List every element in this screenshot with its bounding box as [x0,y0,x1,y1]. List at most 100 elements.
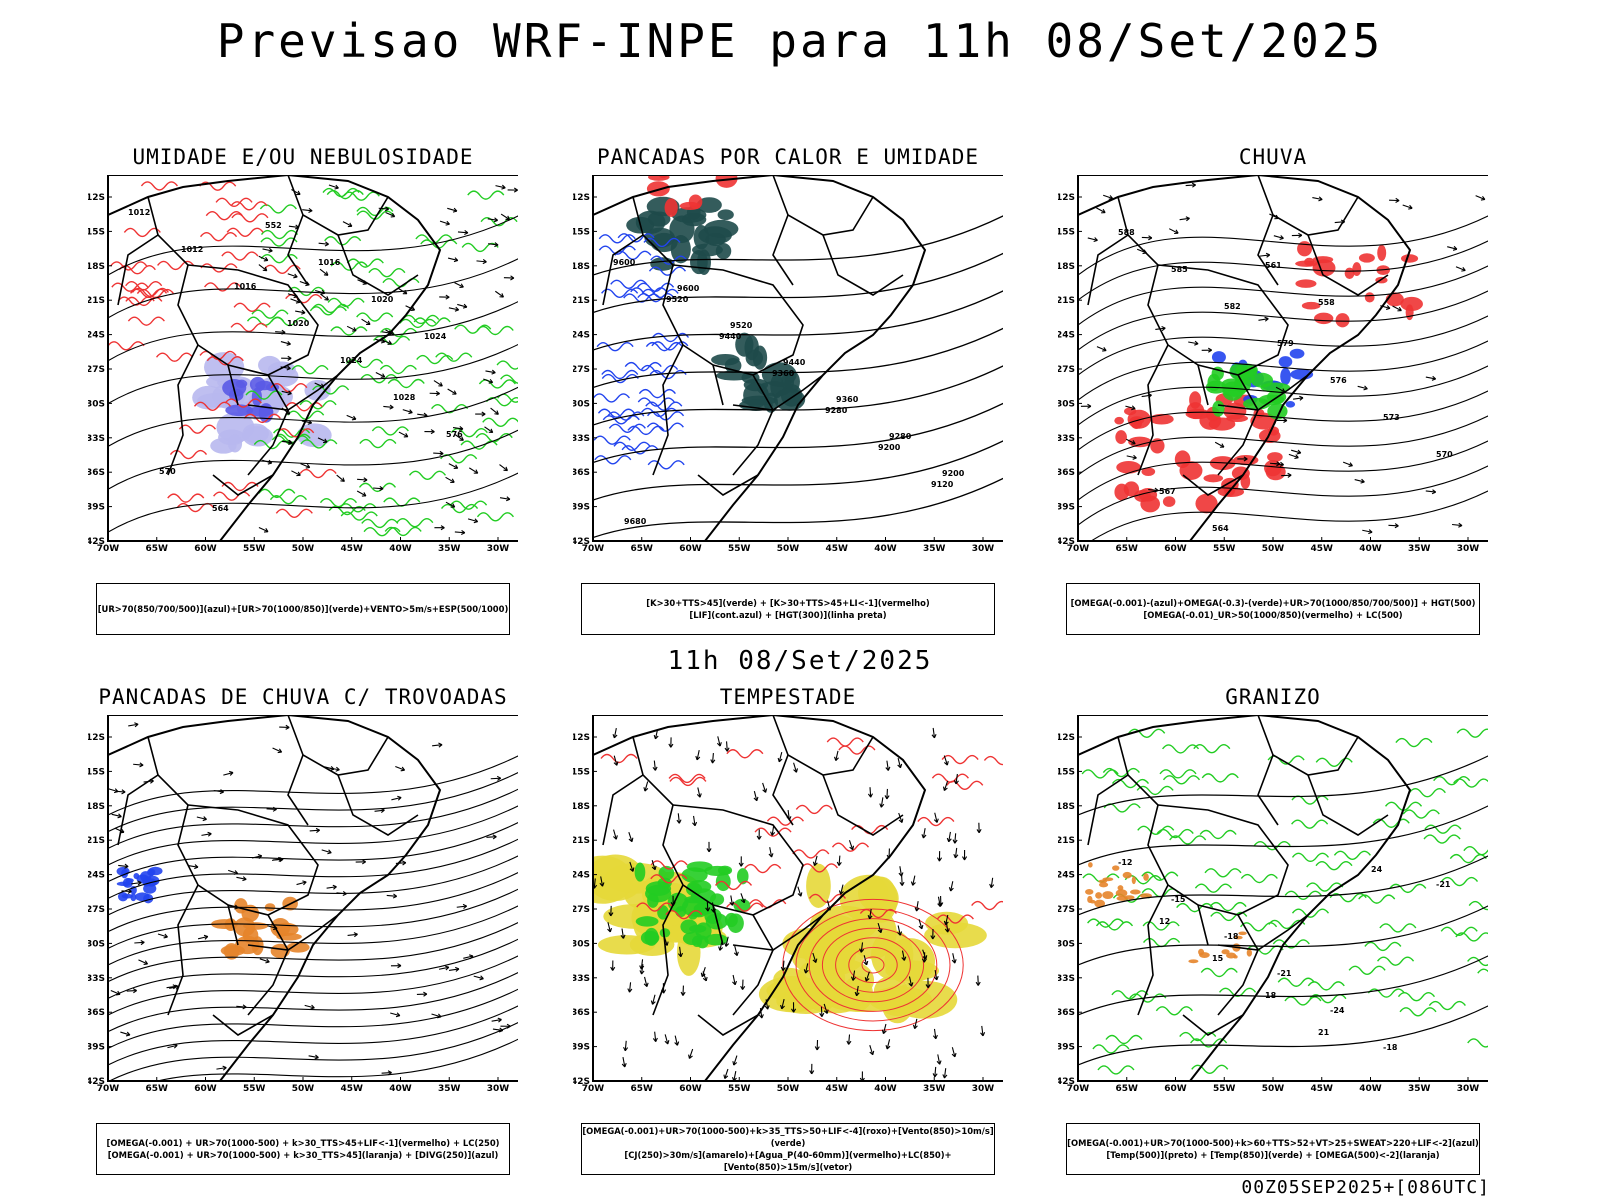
contour-line [610,279,648,289]
contour-line [1078,215,1488,276]
wind-vector-head [710,759,716,764]
wind-vector-head [898,872,904,877]
wind-vector-head [936,857,943,862]
wind-vector-head [846,1040,852,1045]
wind-vector-head [1101,208,1106,214]
wind-vector-head [953,780,959,785]
shaded-area [681,867,708,883]
wind-vector-head [908,982,914,987]
contour-line [500,374,518,384]
map-frame [107,715,518,1082]
shaded-area [664,198,678,218]
lat-tick-label: 21S [1058,836,1075,846]
lon-tick-label: 50W [777,1084,800,1094]
lon-tick-label: 30W [487,1084,510,1094]
wind-vector-head [677,952,684,958]
contour-line [1179,1031,1217,1042]
lat-tick-label: 18S [573,262,590,272]
border-line [772,214,794,286]
wind-vector [454,282,464,288]
contour-line [287,286,325,297]
contour-label: 582 [1224,302,1241,311]
contour-line [396,517,434,528]
wind-vector-head [942,786,948,791]
wind-vector-head [933,818,939,823]
contour-label: 9360 [772,369,795,378]
wind-vector-head [438,742,443,748]
wind-vector-head [976,829,982,834]
wind-vector-head [305,463,311,469]
contour-line [454,324,492,334]
contour-line [1078,905,1488,966]
wind-vector-head [651,865,657,871]
wind-vector [762,782,767,793]
lon-tick-label: 50W [292,1084,315,1094]
wind-vector-head [352,327,357,332]
contour-label: 558 [1318,298,1335,307]
wind-vector-head [867,914,873,920]
panel-pancadas-calor: PANCADAS POR CALOR E UMIDADE 9600 9520 944… [573,145,1003,635]
wind-vector [624,1040,627,1051]
contour-label: -21 [1277,969,1292,978]
contour-line [1468,900,1488,911]
contour-line [598,234,636,244]
contour-line [607,411,645,421]
border-line [1217,374,1309,411]
wind-vector-head [732,1061,738,1066]
shaded-area [804,984,865,1014]
wind-vector-head [1191,182,1196,188]
lon-tick-label: 60W [1164,1084,1187,1094]
wind-vector [288,225,299,228]
wind-vector-head [132,988,137,994]
wind-vector [308,1055,319,1059]
contour-line [1078,290,1488,351]
contour-label: 579 [1277,339,1294,348]
lat-tick-label: 24S [573,871,590,881]
shaded-area [258,355,282,375]
contour-line [646,422,684,432]
wind-vector [1293,397,1304,400]
shaded-area [715,243,732,260]
wind-vector [835,750,839,761]
wind-vector-head [1102,346,1107,352]
wind-vector [863,955,868,966]
shaded-area [1295,260,1318,267]
contour-line [387,378,425,389]
wind-vector-head [885,1045,891,1050]
shaded-area [1226,952,1237,959]
contour-line [1218,987,1257,998]
map-layer: 9600 9520 9440 9360 9280 9200 9120 9680 9600 9520… [593,175,1003,541]
wind-vector-head [716,742,722,747]
border-line [772,754,794,826]
contour-line [638,388,676,399]
contour-line [108,215,518,276]
wind-vector [1096,346,1107,352]
border-line [187,264,319,376]
wind-vector [390,1012,401,1017]
lon-tick-label: 40W [389,544,412,554]
wind-vector-head [323,271,329,276]
lon-tick-label: 60W [1164,544,1187,554]
wind-vector-head [479,975,484,981]
wind-vector-head [1298,232,1303,238]
lat-tick-label: 18S [1058,802,1075,812]
wind-vector-head [962,856,968,861]
wind-vector [398,431,409,438]
shaded-area [1226,414,1249,423]
contour-line [108,971,518,1033]
wind-vector [1188,341,1199,345]
shaded-area [806,863,831,908]
contour-line [178,424,217,434]
wind-vector-head [392,893,398,899]
wind-vector [934,1066,937,1077]
wind-vector-head [268,247,273,253]
shaded-area [593,854,645,902]
wind-vector-head [496,775,502,781]
wind-vector-head [173,1043,178,1049]
contour-line [450,500,488,510]
contour-line [1191,1064,1229,1075]
wind-vector-head [653,734,659,740]
lon-tick-label: 45W [1311,1084,1334,1094]
lat-tick-label: 36S [1058,468,1075,478]
wind-vector-head [733,951,739,957]
